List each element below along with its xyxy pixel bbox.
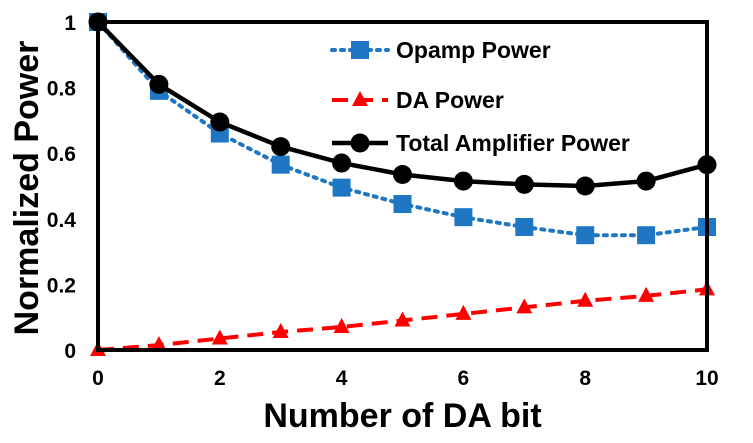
data-point <box>150 336 167 352</box>
legend-marker <box>352 91 368 106</box>
data-point <box>516 298 533 314</box>
x-tick-label: 4 <box>336 367 348 390</box>
legend: Opamp Power DA Power Total Amplifier Power <box>330 37 630 156</box>
y-tick-label: 1 <box>64 12 76 35</box>
x-tick-label: 6 <box>458 367 470 390</box>
data-point <box>332 153 352 173</box>
data-point <box>394 311 411 327</box>
legend-label: Opamp Power <box>396 37 551 63</box>
legend-marker <box>351 41 369 59</box>
tick-labels: 0 2 4 6 8 10 0 0.2 0.4 0.6 0.8 1 <box>47 12 719 390</box>
data-point <box>455 304 472 320</box>
y-tick-label: 0.8 <box>47 78 77 101</box>
data-point <box>575 176 595 196</box>
series-da-power <box>90 280 715 356</box>
x-axis-title: Number of DA bit <box>263 397 541 435</box>
data-point <box>454 208 473 227</box>
data-point <box>332 178 351 197</box>
data-point <box>393 165 412 185</box>
data-point <box>638 286 655 302</box>
data-point <box>637 226 656 245</box>
data-point <box>514 174 534 194</box>
data-point <box>272 322 289 338</box>
x-tick-label: 10 <box>695 367 718 390</box>
x-tick-label: 8 <box>579 367 591 390</box>
y-tick-label: 0.2 <box>47 274 76 297</box>
data-point <box>149 74 169 94</box>
plot-frame <box>96 20 709 352</box>
data-point <box>636 171 656 191</box>
legend-item: Opamp Power <box>330 37 551 63</box>
data-point <box>577 291 594 307</box>
data-point <box>515 218 534 236</box>
y-tick-label: 0.4 <box>47 209 77 232</box>
legend-label: Total Amplifier Power <box>396 130 630 156</box>
data-point <box>211 329 228 345</box>
data-point <box>271 137 291 157</box>
legend-label: DA Power <box>396 87 504 113</box>
legend-marker <box>350 133 370 153</box>
data-point <box>271 155 290 174</box>
data-point <box>393 195 412 214</box>
data-point <box>453 171 473 191</box>
y-axis-title: Normalized Power <box>8 41 46 336</box>
data-point <box>333 318 350 334</box>
data-point <box>576 226 595 245</box>
legend-item: Total Amplifier Power <box>332 130 630 156</box>
x-tick-label: 2 <box>214 367 226 390</box>
data-point <box>210 112 230 132</box>
x-tick-label: 0 <box>92 367 104 390</box>
y-tick-label: 0.6 <box>47 143 76 166</box>
y-tick-label: 0 <box>64 340 76 363</box>
chart-marks <box>88 12 717 356</box>
legend-item: DA Power <box>332 87 504 113</box>
